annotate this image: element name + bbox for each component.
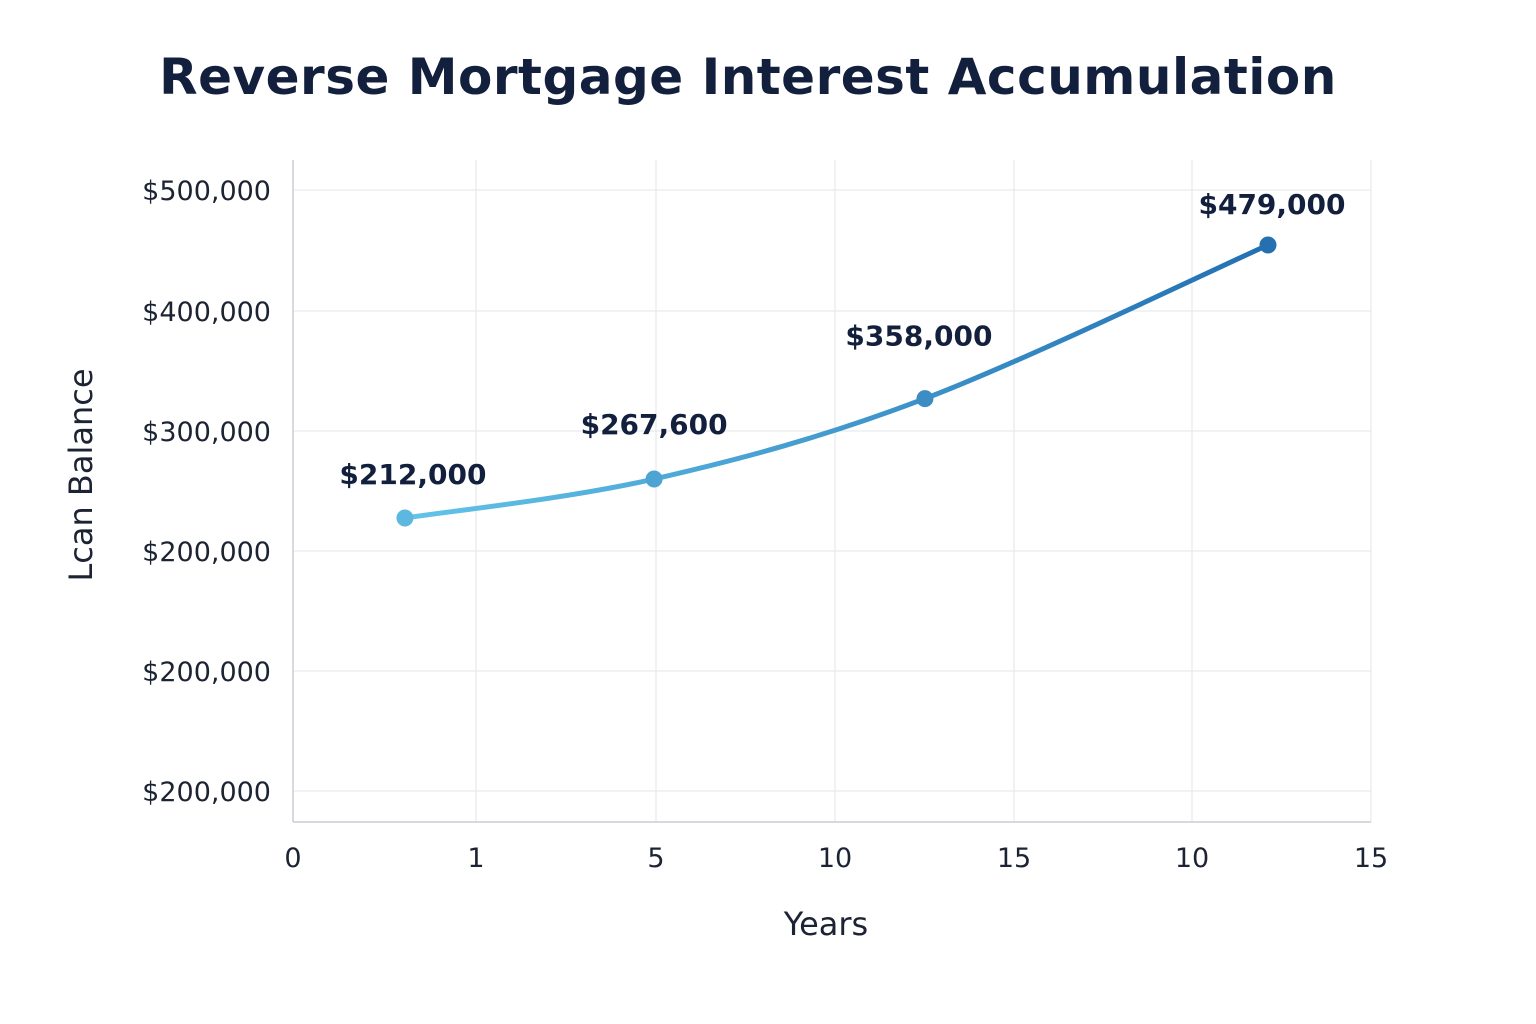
x-axis-title: Years: [783, 905, 868, 943]
x-tick-label: 1: [467, 843, 484, 874]
data-label: $358,000: [845, 320, 992, 353]
x-tick-label: 10: [1175, 843, 1209, 874]
x-tick-label: 5: [647, 843, 664, 874]
data-point: [396, 509, 414, 527]
y-axis-title: Lcan Balance: [62, 368, 100, 581]
data-point: [1259, 236, 1277, 254]
axes: [292, 160, 1371, 823]
y-tick-label: $200,000: [142, 777, 271, 808]
y-tick-label: $200,000: [142, 537, 271, 568]
tick-labels: 0 1 5 10 15 10 15$200,000$200,000$200,000$300,…: [142, 176, 1388, 874]
data-labels: $212,000 $267,600 $358,000 $479,000: [339, 188, 1345, 491]
data-point: [916, 390, 934, 408]
grid-lines: [293, 160, 1372, 822]
data-label: $479,000: [1198, 188, 1345, 221]
y-tick-label: $400,000: [142, 297, 271, 328]
series-line: [402, 242, 1271, 521]
data-point: [645, 470, 663, 488]
y-tick-label: $300,000: [142, 417, 271, 448]
chart-title: Reverse Mortgage Interest Accumulation: [159, 48, 1337, 106]
y-tick-label: $500,000: [142, 176, 271, 207]
y-tick-label: $200,000: [142, 657, 271, 688]
x-tick-label: 10: [818, 843, 852, 874]
x-tick-label: 15: [997, 843, 1031, 874]
series: [396, 236, 1277, 527]
data-label: $267,600: [581, 408, 728, 441]
x-tick-label: 0: [284, 843, 301, 874]
x-tick-label: 15: [1354, 843, 1388, 874]
data-label: $212,000: [339, 458, 486, 491]
